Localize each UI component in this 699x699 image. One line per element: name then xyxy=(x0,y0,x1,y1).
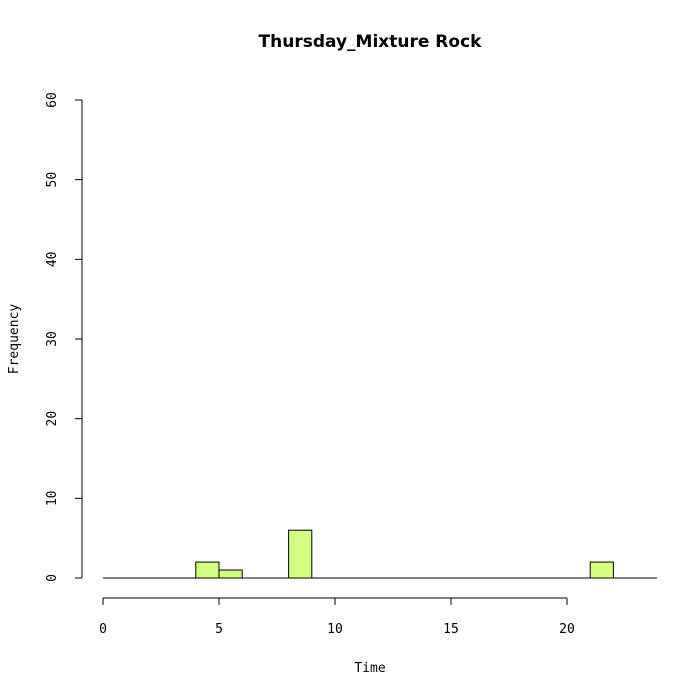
histogram-bar-21 xyxy=(589,561,614,579)
x-tick-label-1: 5 xyxy=(215,622,223,637)
x-tick-label-4: 20 xyxy=(559,622,575,637)
y-tick-label-4: 40 xyxy=(45,252,60,268)
x-axis: 0 5 10 15 20 xyxy=(99,597,575,637)
y-tick-label-6: 60 xyxy=(45,92,60,108)
y-tick-label-1: 10 xyxy=(45,491,60,507)
y-axis: 0 10 20 30 40 50 60 xyxy=(45,92,83,582)
x-tick-label-3: 15 xyxy=(443,622,459,637)
x-tick-label-2: 10 xyxy=(327,622,343,637)
y-tick-label-0: 0 xyxy=(45,574,60,582)
histogram-bar-8 xyxy=(288,529,313,579)
x-axis-label: Time xyxy=(354,661,385,676)
histogram-bars xyxy=(195,529,614,579)
y-tick-label-2: 20 xyxy=(45,411,60,427)
y-tick-label-3: 30 xyxy=(45,331,60,347)
histogram-bar-5 xyxy=(218,569,243,579)
y-tick-label-5: 50 xyxy=(45,172,60,188)
histogram-bar-4 xyxy=(195,561,220,579)
y-axis-label: Frequency xyxy=(7,304,22,375)
chart-title: Thursday_Mixture Rock xyxy=(259,32,483,52)
x-tick-label-0: 0 xyxy=(99,622,107,637)
